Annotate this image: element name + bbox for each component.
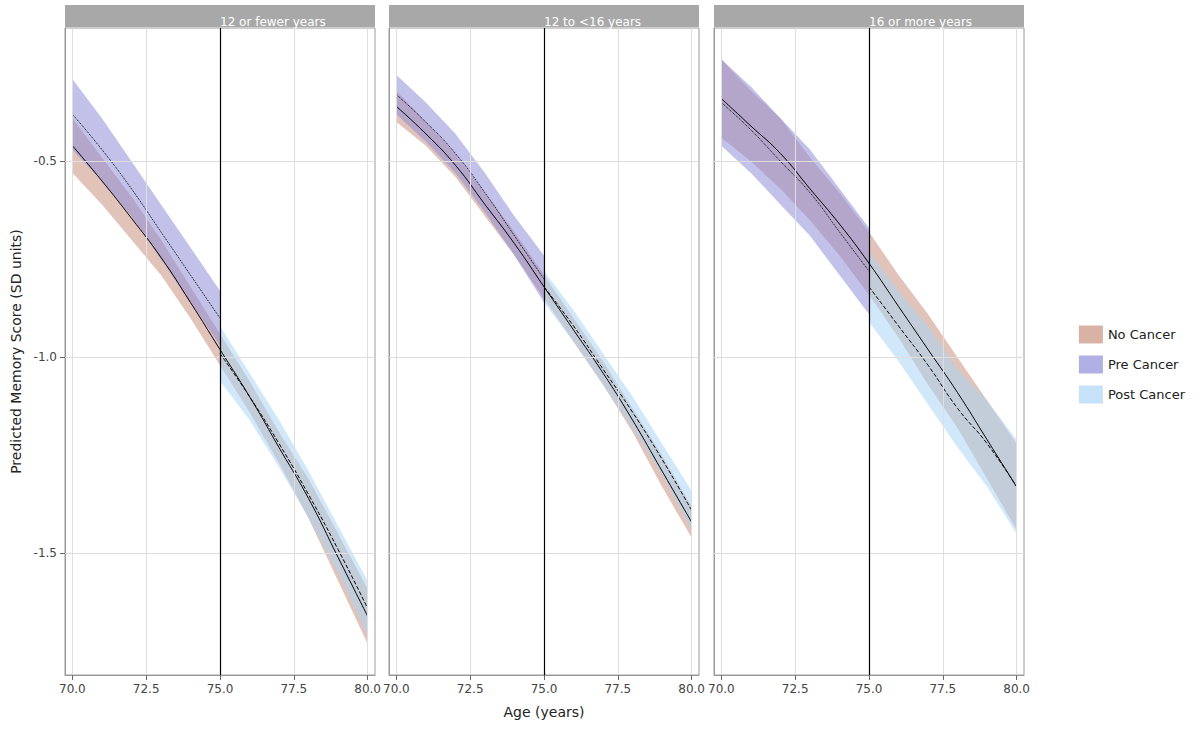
svg-text:-1.0: -1.0 [34,350,57,364]
svg-text:70.0: 70.0 [59,682,86,696]
svg-text:72.5: 72.5 [457,682,484,696]
svg-text:77.5: 77.5 [929,682,956,696]
svg-text:16 or more years: 16 or more years [869,15,972,29]
svg-text:12 to <16 years: 12 to <16 years [544,15,641,29]
svg-text:75.0: 75.0 [856,682,883,696]
svg-text:-1.5: -1.5 [34,546,57,560]
svg-text:72.5: 72.5 [133,682,160,696]
svg-text:Post Cancer: Post Cancer [1108,387,1186,402]
svg-text:70.0: 70.0 [708,682,735,696]
svg-text:Pre Cancer: Pre Cancer [1108,357,1179,372]
svg-text:75.0: 75.0 [531,682,558,696]
svg-text:77.5: 77.5 [280,682,307,696]
svg-text:Age (years): Age (years) [504,704,585,720]
svg-text:No Cancer: No Cancer [1108,327,1176,342]
svg-text:Predicted Memory Score (SD uni: Predicted Memory Score (SD units) [8,229,24,474]
svg-text:72.5: 72.5 [782,682,809,696]
svg-text:70.0: 70.0 [383,682,410,696]
svg-text:80.0: 80.0 [354,682,381,696]
svg-text:80.0: 80.0 [1003,682,1030,696]
svg-text:75.0: 75.0 [207,682,234,696]
svg-text:12 or fewer years: 12 or fewer years [220,15,326,29]
svg-text:77.5: 77.5 [604,682,631,696]
svg-text:80.0: 80.0 [678,682,705,696]
svg-text:-0.5: -0.5 [34,154,57,168]
